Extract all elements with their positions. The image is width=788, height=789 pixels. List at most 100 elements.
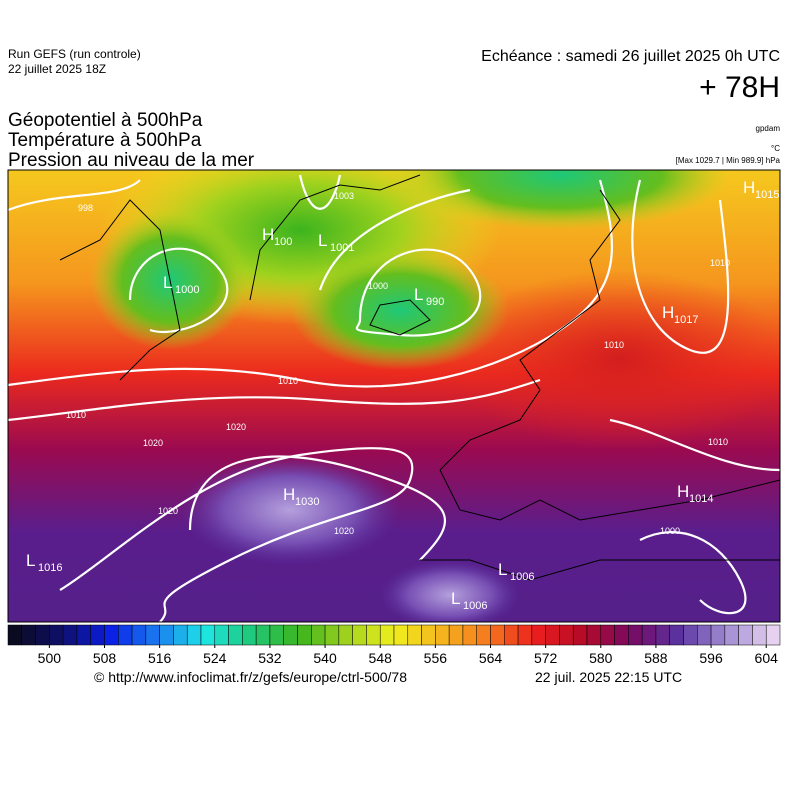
pressure-center-type: H [262,225,274,244]
pressure-center-type: L [26,551,35,570]
pressure-center-value: 1017 [674,314,698,326]
colorbar-swatch [559,624,574,646]
unit-temperature: °C [771,144,780,153]
pressure-center-value: 1014 [689,493,713,505]
colorbar-swatch [352,624,367,646]
colorbar-swatch [311,624,326,646]
isobar-label: 1003 [334,191,354,201]
pressure-center-type: L [451,589,460,608]
colorbar-swatch [724,624,739,646]
colorbar-swatch [476,624,491,646]
colorbar-swatch [62,624,78,646]
colorbar-swatch [614,624,629,646]
source: © http://www.infoclimat.fr/z/gefs/europe… [94,669,407,685]
colorbar-swatch [269,624,284,646]
pressure-center-value: 1000 [175,284,199,296]
colorbar-swatch [545,624,560,646]
colorbar-swatch [517,624,533,646]
colorbar-swatch [407,624,422,646]
pressure-center-value: 1016 [38,562,62,574]
colorbar-swatch [504,624,519,646]
colorbar-swatch [393,624,409,646]
run-label: Run GEFS (run controle) [8,47,141,61]
colorbar-swatch [379,624,395,646]
colorbar-swatch [462,624,477,646]
pressure-center-type: L [414,285,423,304]
colorbar-tick-label: 556 [424,650,448,666]
lead-time: + 78H [699,71,780,104]
pressure-center-type: L [163,273,172,292]
unit-geopotential: gpdam [756,124,781,133]
colorbar-swatch [104,624,119,646]
colorbar-swatch [448,624,464,646]
title-geopotential: Géopotentiel à 500hPa [8,110,203,131]
colorbar-swatch [738,624,753,646]
isobar-label: 1010 [66,410,86,420]
pressure-center-type: H [662,303,674,322]
pressure-center-value: 1001 [330,242,354,254]
title-pressure: Pression au niveau de la mer [8,150,255,171]
colorbar-swatch [145,624,160,646]
colorbar-swatch [765,624,781,646]
colorbar-swatch [338,624,353,646]
colorbar-swatch [76,624,91,646]
isobar-label: 1010 [278,376,298,386]
colorbar-tick-label: 516 [148,650,172,666]
colorbar-swatch [186,624,202,646]
title-temperature: Température à 500hPa [8,130,202,151]
colorbar-swatch [490,624,505,646]
colorbar-tick-label: 564 [479,650,503,666]
colorbar-swatch [255,624,271,646]
colorbar-tick-label: 596 [699,650,723,666]
isobar-label: 1020 [143,438,163,448]
colorbar-swatch [173,624,188,646]
colorbar-swatch [655,624,670,646]
colorbar-swatch [214,624,229,646]
colorbar-swatch [600,624,615,646]
colorbar-swatch [752,624,767,646]
map-field [8,170,780,622]
run-date: 22 juillet 2025 18Z [8,62,106,76]
pressure-center-value: 1015 [755,189,779,201]
unit-pressure: [Max 1029.7 | Min 989.9] hPa [676,156,781,165]
colorbar-tick-label: 580 [589,650,613,666]
pressure-center-value: 1030 [295,496,319,508]
isobar-label: 1000 [660,526,680,536]
colorbar-swatch [228,624,243,646]
colorbar-swatch [297,624,312,646]
colorbar-tick-label: 548 [369,650,393,666]
colorbar-swatch [324,624,340,646]
isobar-label: 1020 [158,506,178,516]
pressure-center-value: 1006 [463,600,487,612]
colorbar-tick-label: 588 [644,650,668,666]
colorbar-swatch [421,624,436,646]
colorbar-tick-label: 500 [38,650,62,666]
colorbar-swatch [641,624,657,646]
pressure-center-value: 990 [426,296,444,308]
colorbar-tick-label: 572 [534,650,558,666]
colorbar-swatch [242,624,257,646]
colorbar-tick-label: 532 [258,650,282,666]
colorbar-swatch [7,624,23,646]
colorbar-swatch [683,624,698,646]
colorbar-swatch [131,624,147,646]
pressure-center-value: 1006 [510,571,534,583]
colorbar-swatch [572,624,588,646]
colorbar-swatch [159,624,174,646]
colorbar-tick-label: 508 [93,650,117,666]
colorbar-swatch [283,624,298,646]
valid-time: Echéance : samedi 26 juillet 2025 0h UTC [481,48,780,65]
isobar-label: 1000 [368,281,388,291]
colorbar-swatch [435,624,450,646]
isobar-label: 1020 [334,526,354,536]
colorbar-swatch [531,624,546,646]
isobar-label: 998 [78,203,93,213]
isobar-label: 1010 [604,340,624,350]
colorbar-swatch [366,624,381,646]
colorbar-tick-label: 540 [313,650,337,666]
colorbar-swatch [697,624,712,646]
colorbar-swatch [21,624,36,646]
pressure-center-type: L [318,231,327,250]
